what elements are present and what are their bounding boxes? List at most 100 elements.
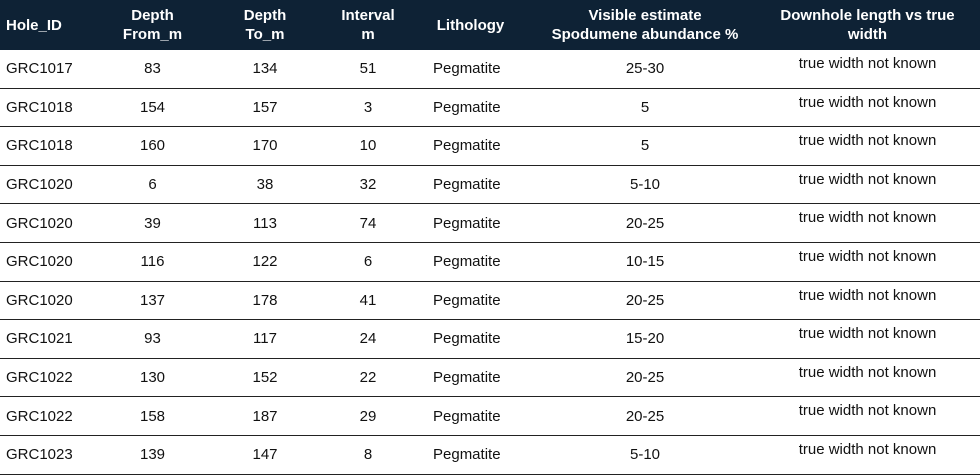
table-cell: GRC1020: [0, 165, 105, 205]
table-cell: 20-25: [535, 358, 755, 398]
header-text: Downhole length vs true: [780, 7, 955, 24]
table-cell: Pegmatite: [406, 281, 535, 321]
table-cell: 130: [105, 358, 200, 398]
table-cell: Pegmatite: [406, 88, 535, 128]
table-cell: GRC1020: [0, 281, 105, 321]
table-body: GRC1017 83 134 51 Pegmatite 25-30 true width n…: [0, 50, 980, 475]
column-header: Depth To_m: [200, 0, 330, 50]
table-row: GRC1022 158 187 29 Pegmatite 20-25 true width …: [0, 396, 980, 436]
table-cell: true width not known: [755, 242, 980, 282]
table-cell: GRC1018: [0, 88, 105, 128]
table-cell: GRC1023: [0, 435, 105, 475]
table-cell: 20-25: [535, 281, 755, 321]
column-header: Lithology: [406, 0, 535, 50]
table-row: GRC1023 139 147 8 Pegmatite 5-10 true width no…: [0, 435, 980, 475]
table-cell: 160: [105, 126, 200, 166]
table-cell: true width not known: [755, 281, 980, 321]
table-row: GRC1020 6 38 32 Pegmatite 5-10 true width not …: [0, 165, 980, 205]
column-header: Hole_ID: [0, 0, 105, 50]
table-cell: 137: [105, 281, 200, 321]
table-cell: 6: [330, 242, 406, 282]
table-cell: Pegmatite: [406, 126, 535, 166]
header-text: width: [847, 26, 888, 43]
table-cell: 51: [330, 50, 406, 89]
table-cell: 187: [200, 396, 330, 436]
table-cell: true width not known: [755, 435, 980, 475]
table-cell: 116: [105, 242, 200, 282]
table-cell: 83: [105, 50, 200, 89]
table-cell: true width not known: [755, 126, 980, 166]
table-cell: 5: [535, 88, 755, 128]
table-cell: GRC1020: [0, 203, 105, 243]
header-text: Spodumene abundance %: [551, 26, 739, 43]
table-row: GRC1021 93 117 24 Pegmatite 15-20 true width n…: [0, 319, 980, 359]
table-cell: 8: [330, 435, 406, 475]
table-cell: 15-20: [535, 319, 755, 359]
table-cell: GRC1022: [0, 396, 105, 436]
table-cell: 122: [200, 242, 330, 282]
table-cell: Pegmatite: [406, 242, 535, 282]
table-cell: 158: [105, 396, 200, 436]
table-row: GRC1022 130 152 22 Pegmatite 20-25 true width …: [0, 358, 980, 398]
table-cell: 20-25: [535, 203, 755, 243]
column-header: Visible estimate Spodumene abundance %: [535, 0, 755, 50]
table-cell: 139: [105, 435, 200, 475]
table-cell: true width not known: [755, 358, 980, 398]
column-header: Downhole length vs true width: [755, 0, 980, 50]
table-cell: GRC1021: [0, 319, 105, 359]
table-cell: 6: [105, 165, 200, 205]
header-text: Hole_ID: [6, 16, 62, 34]
header-text: Visible estimate: [588, 7, 702, 24]
table-cell: true width not known: [755, 50, 980, 89]
table-cell: true width not known: [755, 88, 980, 128]
table-cell: 178: [200, 281, 330, 321]
table-header: Hole_ID Depth From_m Depth To_m Interval m Lith…: [0, 0, 980, 50]
table-row: GRC1017 83 134 51 Pegmatite 25-30 true width n…: [0, 50, 980, 89]
table-cell: GRC1017: [0, 50, 105, 89]
table-cell: 20-25: [535, 396, 755, 436]
header-text: From_m: [122, 26, 183, 43]
table-cell: 134: [200, 50, 330, 89]
table-cell: Pegmatite: [406, 396, 535, 436]
header-row: Hole_ID Depth From_m Depth To_m Interval m Lith…: [0, 0, 980, 50]
table-cell: Pegmatite: [406, 203, 535, 243]
table-cell: 3: [330, 88, 406, 128]
header-text: Interval: [341, 7, 395, 24]
table-cell: 113: [200, 203, 330, 243]
table-cell: 170: [200, 126, 330, 166]
table-cell: Pegmatite: [406, 50, 535, 89]
table-cell: true width not known: [755, 396, 980, 436]
table-cell: 5: [535, 126, 755, 166]
table-cell: 117: [200, 319, 330, 359]
column-header: Depth From_m: [105, 0, 200, 50]
table-cell: 41: [330, 281, 406, 321]
table-cell: GRC1020: [0, 242, 105, 282]
table-row: GRC1020 116 122 6 Pegmatite 10-15 true width n…: [0, 242, 980, 282]
table-cell: GRC1018: [0, 126, 105, 166]
table-cell: 25-30: [535, 50, 755, 89]
table-cell: true width not known: [755, 203, 980, 243]
table-cell: Pegmatite: [406, 358, 535, 398]
table-cell: 5-10: [535, 435, 755, 475]
table-cell: 29: [330, 396, 406, 436]
table-cell: 5-10: [535, 165, 755, 205]
table-row: GRC1020 137 178 41 Pegmatite 20-25 true width …: [0, 281, 980, 321]
header-text: To_m: [245, 26, 285, 43]
table-cell: true width not known: [755, 319, 980, 359]
table-cell: 32: [330, 165, 406, 205]
table-row: GRC1018 154 157 3 Pegmatite 5 true width not k…: [0, 88, 980, 128]
table-cell: 22: [330, 358, 406, 398]
table-cell: Pegmatite: [406, 319, 535, 359]
table-cell: 157: [200, 88, 330, 128]
table-cell: 24: [330, 319, 406, 359]
table-cell: 152: [200, 358, 330, 398]
table-cell: 93: [105, 319, 200, 359]
header-text: m: [361, 26, 375, 43]
table-cell: 10-15: [535, 242, 755, 282]
header-text: Depth: [131, 7, 174, 24]
table-row: GRC1018 160 170 10 Pegmatite 5 true width not …: [0, 126, 980, 166]
table-cell: true width not known: [755, 165, 980, 205]
table-row: GRC1020 39 113 74 Pegmatite 20-25 true width n…: [0, 203, 980, 243]
table-cell: 38: [200, 165, 330, 205]
